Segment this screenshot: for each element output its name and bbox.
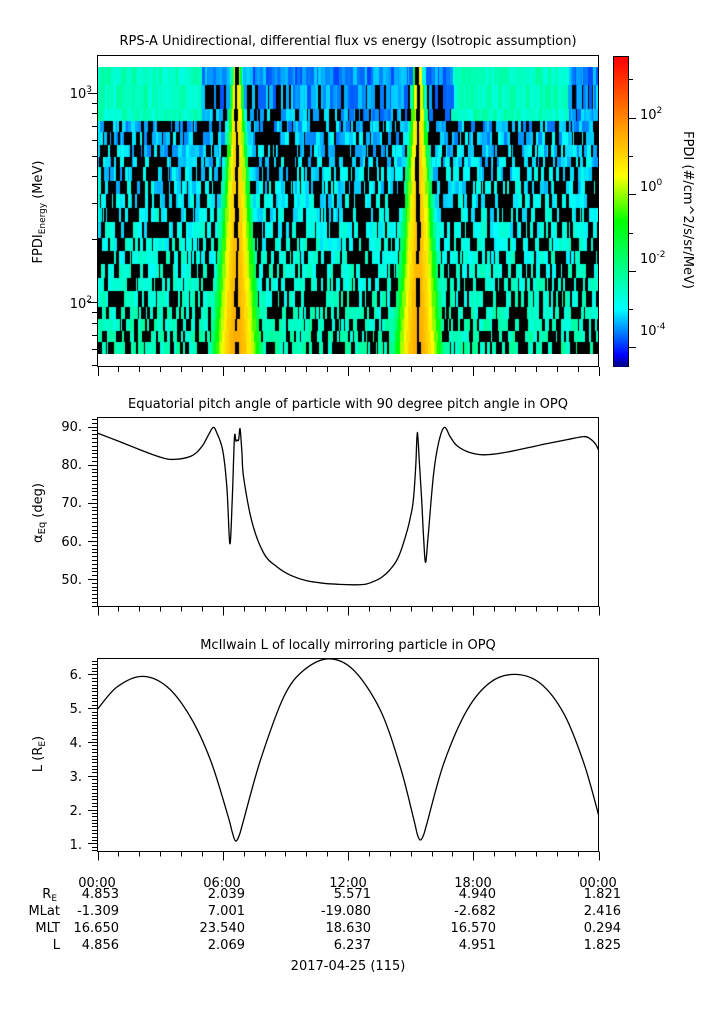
ylabel-main: FPDI	[31, 234, 46, 263]
row-value: 16.650	[74, 921, 120, 936]
panel3-title: McIlwain L of locally mirroring particle…	[200, 638, 496, 653]
row-value: 2.039	[208, 887, 245, 902]
pitch-angle-line	[97, 426, 600, 586]
xtick-label: 00:00	[78, 876, 115, 891]
row-value: -1.309	[77, 904, 119, 919]
panel1-axis-ticks	[88, 93, 600, 376]
row-label: MLat	[28, 904, 60, 919]
panel3-frame	[97, 658, 599, 852]
ephemeris-row-mlat: MLat -1.309 7.001 -19.080 -2.682 2.416	[28, 904, 621, 919]
row-value: 23.540	[200, 921, 246, 936]
date-label: 2017-04-25 (115)	[291, 959, 406, 974]
panel2-ytick-label: 60.	[61, 535, 82, 550]
row-value: 4.853	[82, 887, 119, 902]
row-value: 2.416	[584, 904, 621, 919]
panel2-ytick-label: 70.	[61, 496, 82, 511]
ylabel-unit: (MeV)	[31, 161, 46, 199]
colorbar-tick-label: 102	[640, 106, 662, 123]
panel1-ytick-label: 102	[70, 295, 92, 312]
panel1-ytick-label: 103	[70, 85, 92, 102]
row-value: 6.237	[334, 938, 371, 953]
row-value: 18.630	[326, 921, 372, 936]
panel3-ytick-label: 6.	[70, 668, 82, 683]
row-value: -2.682	[454, 904, 496, 919]
colorbar-tick-label: 10-4	[640, 322, 666, 339]
xtick-label: 18:00	[454, 876, 491, 891]
mcilwain-l-line	[97, 658, 600, 842]
panel3-ytick-label: 3.	[70, 770, 82, 785]
ephemeris-row-l: L 4.856 2.069 6.237 4.951 1.825	[53, 938, 621, 953]
colorbar-ticks	[628, 79, 636, 348]
ephemeris-table: RE 4.853 2.039 5.571 4.940 1.821 MLat -1…	[28, 887, 621, 953]
panel2-frame	[97, 417, 599, 607]
panel2-ylabel-text: αEq(deg)	[31, 483, 48, 543]
ylabel-sub: Energy	[38, 202, 48, 234]
colorbar-tick-label: 10-2	[640, 250, 666, 267]
row-value: 5.571	[334, 887, 371, 902]
row-value: 7.001	[208, 904, 245, 919]
ephemeris-row-mlt: MLT 16.650 23.540 18.630 16.570 0.294	[35, 921, 621, 936]
panel1-title: RPS-A Unidirectional, differential flux …	[119, 34, 576, 49]
row-value: -19.080	[321, 904, 371, 919]
row-value: 16.570	[451, 921, 497, 936]
panel2-axis-ticks	[88, 419, 600, 616]
xtick-label: 00:00	[579, 876, 616, 891]
panel1-ylabel-text: FPDIEnergy (MeV)	[31, 161, 48, 264]
panel2-ytick-label: 80.	[61, 458, 82, 473]
panel3-ytick-label: 5.	[70, 702, 82, 717]
colorbar-label: FPDI (#/cm^2/s/sr/MeV)	[680, 131, 695, 289]
colorbar-gradient	[614, 57, 628, 367]
panel3-ytick-label: 1.	[70, 838, 82, 853]
row-label: RE	[42, 887, 57, 904]
panel3-ylabel: L (RE)	[31, 736, 48, 772]
row-value: 0.294	[584, 921, 621, 936]
xtick-label: 06:00	[203, 876, 240, 891]
colorbar-tick-label: 100	[640, 178, 663, 195]
panel2-ytick-label: 50.	[61, 573, 82, 588]
ephemeris-row-re: RE 4.853 2.039 5.571 4.940 1.821	[42, 887, 621, 904]
panel1-ylabel: FPDIEnergy (MeV)	[31, 161, 48, 264]
panel3-ytick-label: 4.	[70, 736, 82, 751]
panel3-ytick-label: 2.	[70, 804, 82, 819]
xtick-label: 12:00	[329, 876, 366, 891]
row-value: 4.951	[459, 938, 496, 953]
panel3-axis-ticks	[88, 661, 600, 861]
panel2-ytick-label: 90.	[61, 420, 82, 435]
flux-spectrogram	[98, 67, 598, 354]
panel2-ylabel: αEq(deg)	[31, 483, 48, 543]
panel3-ylabel-text: L (RE)	[31, 736, 48, 772]
row-label: L	[53, 938, 61, 953]
panel2-title: Equatorial pitch angle of particle with …	[128, 397, 568, 412]
row-value: 1.821	[584, 887, 621, 902]
row-value: 4.940	[459, 887, 496, 902]
row-value: 2.069	[208, 938, 245, 953]
row-value: 1.825	[584, 938, 621, 953]
row-value: 4.856	[82, 938, 119, 953]
row-label: MLT	[35, 921, 60, 936]
